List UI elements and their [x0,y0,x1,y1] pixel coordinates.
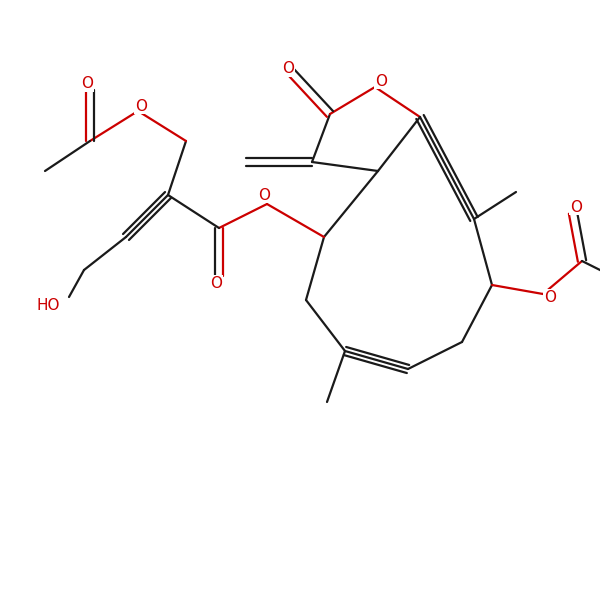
Text: O: O [570,199,582,214]
Text: O: O [375,73,387,88]
Text: HO: HO [36,298,60,313]
Text: O: O [282,61,294,76]
Text: O: O [258,187,270,202]
Text: O: O [210,275,222,290]
Text: O: O [135,98,147,113]
Text: O: O [81,76,93,91]
Text: O: O [544,289,556,304]
